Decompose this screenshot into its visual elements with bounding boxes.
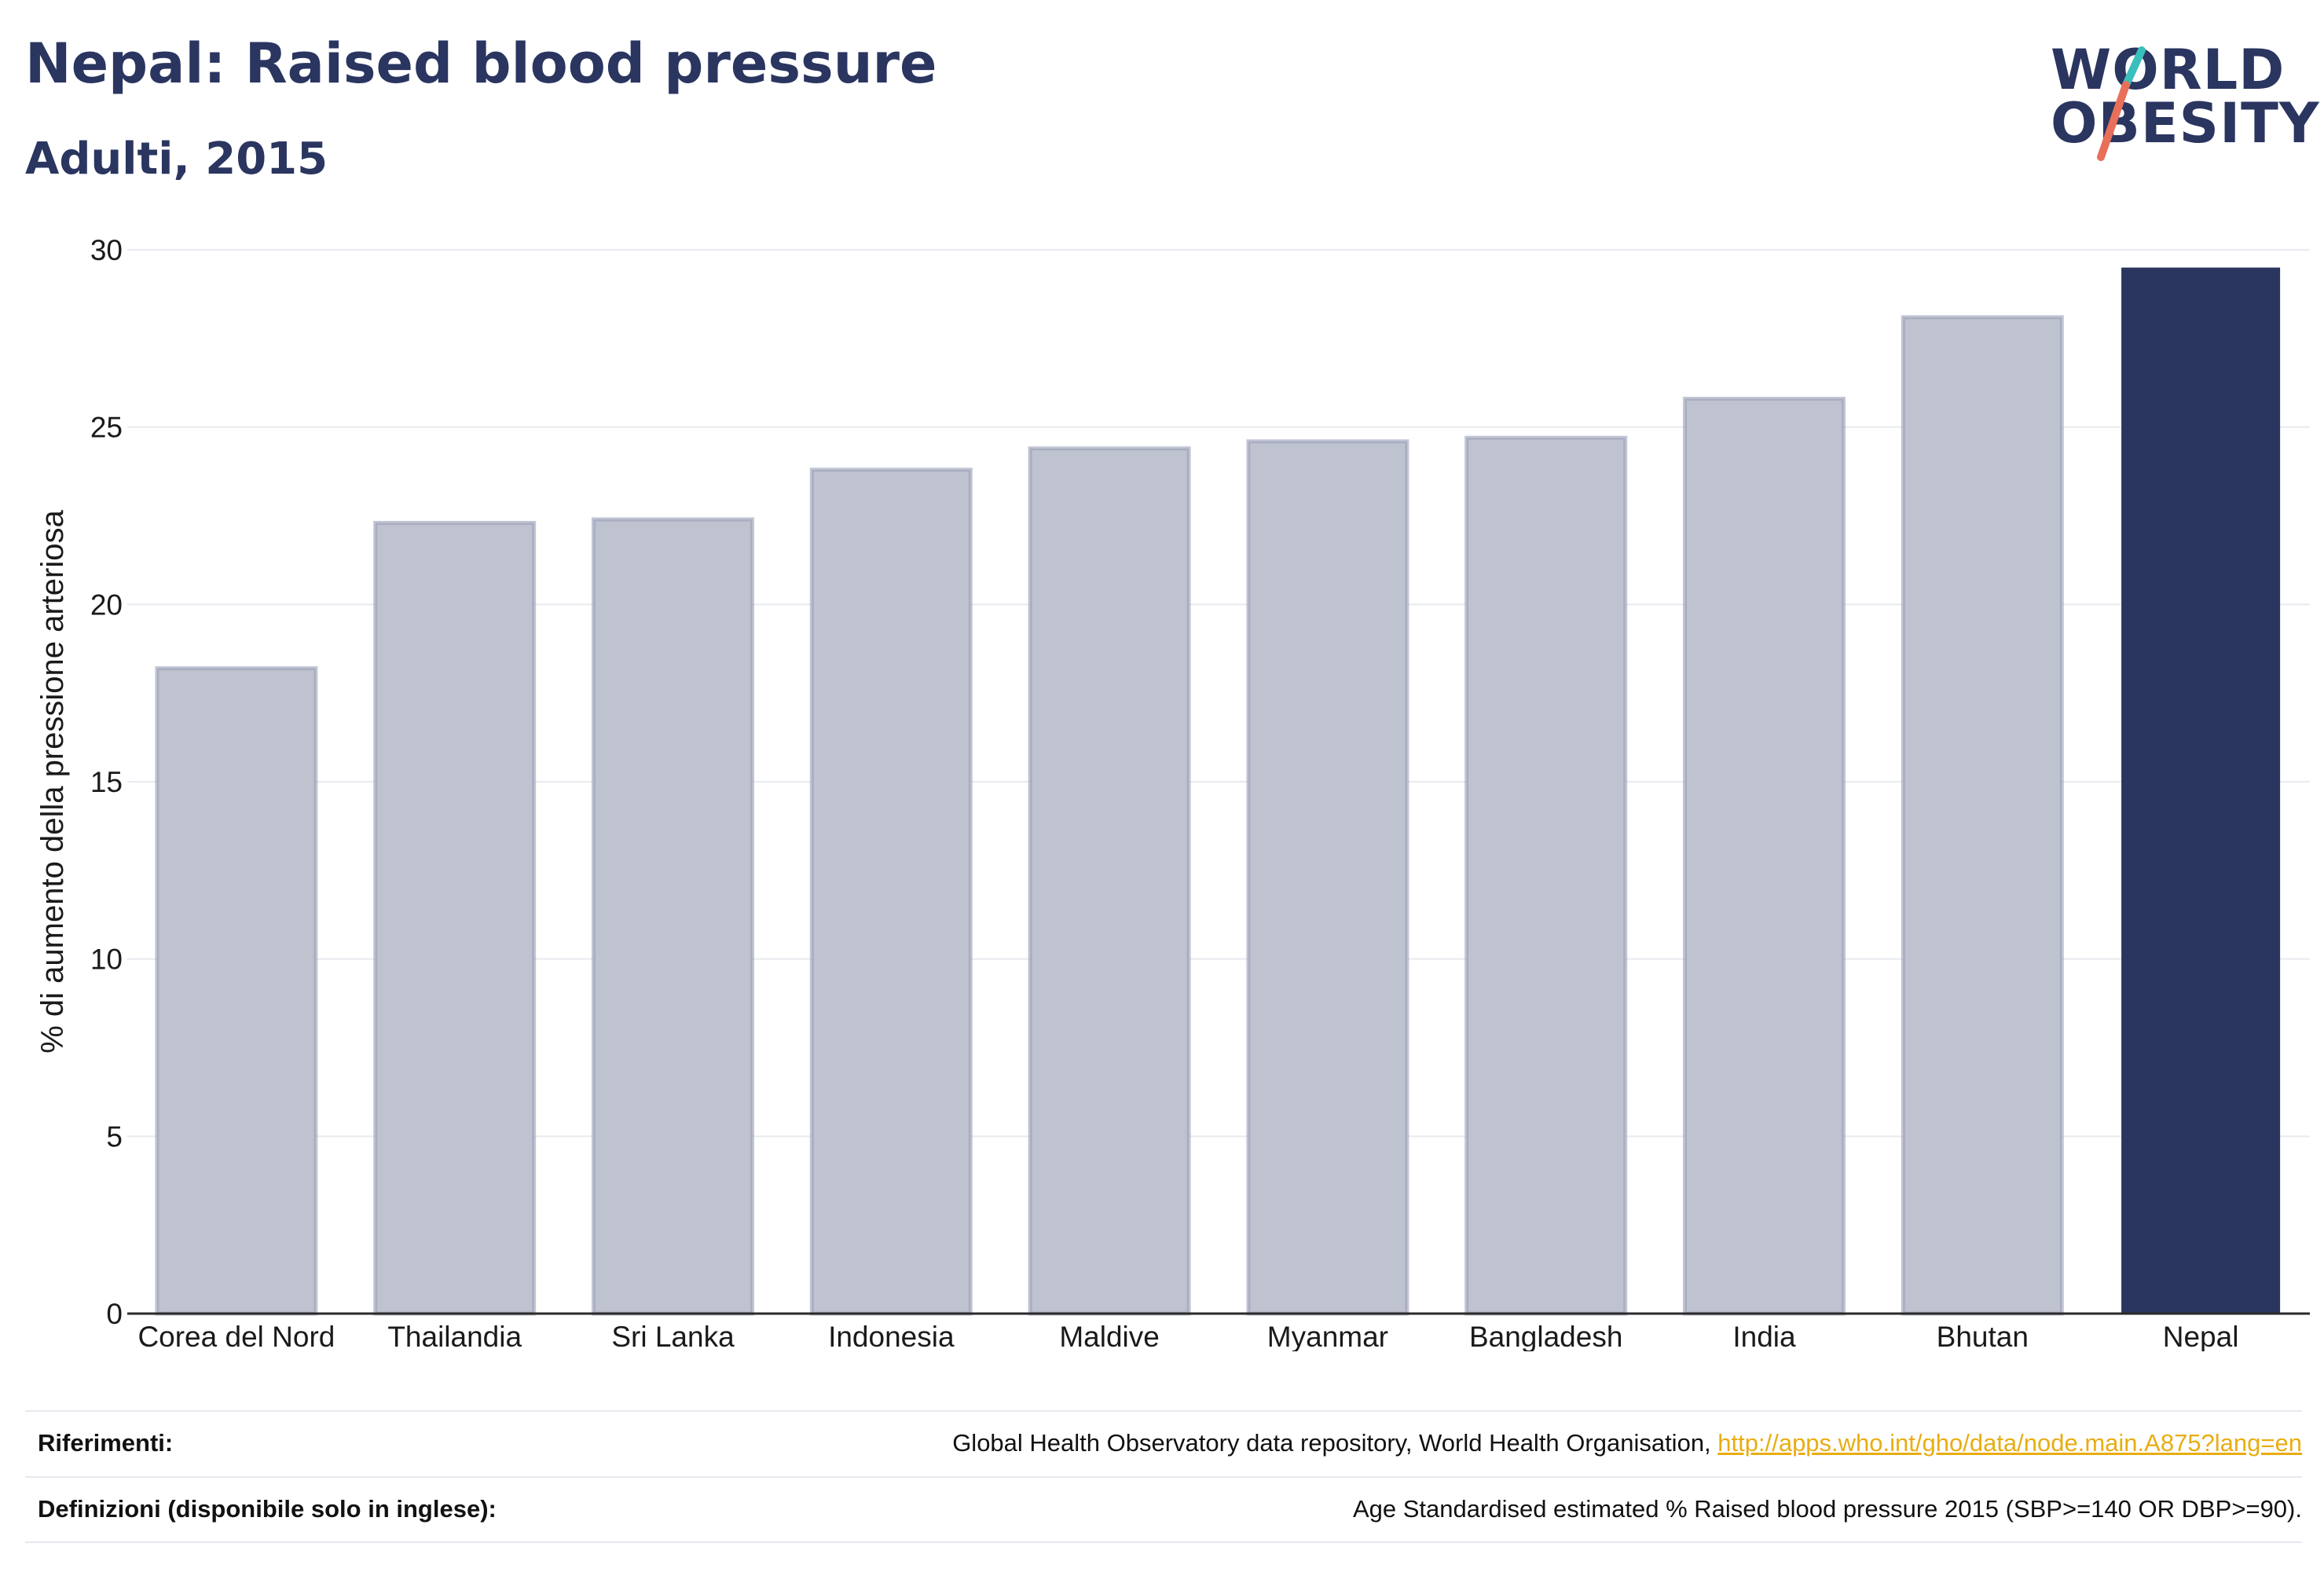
world-obesity-logo: WORLD OBESITY bbox=[2051, 24, 2319, 165]
y-tick-label: 25 bbox=[90, 412, 123, 444]
y-tick-label: 30 bbox=[90, 234, 123, 266]
bar bbox=[592, 517, 754, 1316]
definitions-row: Definizioni (disponibile solo in inglese… bbox=[25, 1476, 2302, 1542]
x-tick-label: Sri Lanka bbox=[611, 1321, 735, 1351]
x-tick-label: Indonesia bbox=[828, 1321, 955, 1351]
bar bbox=[155, 666, 318, 1316]
y-tick-label: 15 bbox=[90, 766, 123, 798]
references-link[interactable]: http://apps.who.int/gho/data/node.main.A… bbox=[1717, 1429, 2302, 1457]
definitions-text: Age Standardised estimated % Raised bloo… bbox=[1352, 1495, 2302, 1523]
x-tick-label: Corea del Nord bbox=[137, 1321, 335, 1351]
y-tick-label: 10 bbox=[90, 944, 123, 976]
definitions-label: Definizioni (disponibile solo in inglese… bbox=[38, 1495, 497, 1523]
references-text: Global Health Observatory data repositor… bbox=[952, 1429, 1718, 1457]
references-value: Global Health Observatory data repositor… bbox=[952, 1429, 2302, 1457]
bar bbox=[2121, 267, 2281, 1314]
references-row: Riferimenti: Global Health Observatory d… bbox=[25, 1410, 2302, 1476]
x-tick-label: India bbox=[1732, 1321, 1796, 1351]
y-tick-label: 20 bbox=[90, 588, 123, 621]
x-tick-label: Myanmar bbox=[1267, 1321, 1388, 1351]
bar bbox=[1246, 439, 1409, 1316]
chart-subtitle: Adulti, 2015 bbox=[25, 134, 328, 185]
x-tick-label: Bangladesh bbox=[1469, 1321, 1622, 1351]
x-tick-label: Bhutan bbox=[1937, 1321, 2029, 1351]
x-tick-label: Nepal bbox=[2163, 1321, 2239, 1351]
x-tick-label: Maldive bbox=[1059, 1321, 1160, 1351]
y-axis-title: % di aumento della pressione arteriosa bbox=[35, 510, 70, 1054]
logo-slash-icon bbox=[2097, 46, 2146, 161]
footer-divider bbox=[25, 1541, 2302, 1543]
chart-title: Nepal: Raised blood pressure bbox=[25, 31, 937, 96]
references-label: Riferimenti: bbox=[38, 1429, 174, 1457]
logo-text-line1: WORLD bbox=[2051, 38, 2286, 102]
bar-chart: 0 5 10 15 20 25 30 Corea del Nord Thailandia Sri … bbox=[35, 234, 2310, 1351]
bar bbox=[1683, 397, 1846, 1316]
bar bbox=[373, 521, 537, 1316]
logo-text-line2: OBESITY bbox=[2051, 91, 2320, 156]
bar bbox=[809, 467, 973, 1316]
bar bbox=[1901, 315, 2064, 1316]
x-tick-label: Thailandia bbox=[387, 1321, 522, 1351]
y-tick-label: 5 bbox=[106, 1120, 123, 1153]
bar bbox=[1464, 435, 1628, 1316]
bar bbox=[1028, 446, 1191, 1316]
y-tick-label: 0 bbox=[106, 1298, 123, 1330]
